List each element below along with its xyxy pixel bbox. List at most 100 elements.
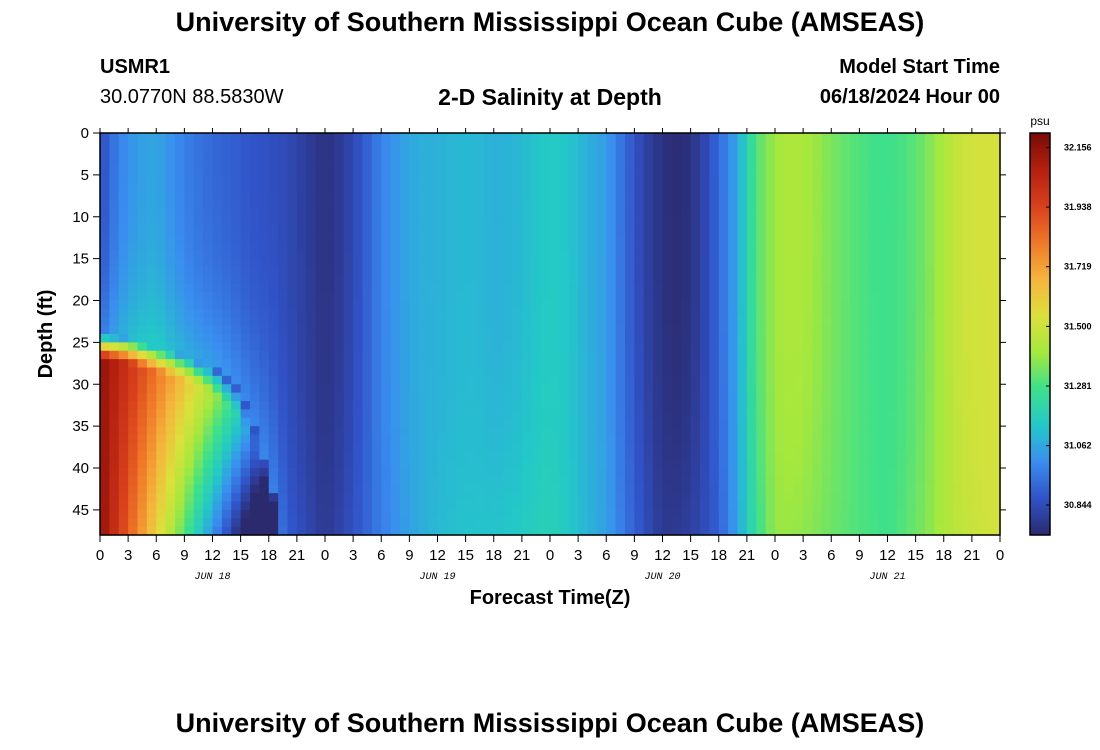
heatmap-cell [568,233,579,243]
heatmap-cell [568,359,579,369]
heatmap-cell [137,250,148,260]
heatmap-cell [943,375,954,385]
heatmap-cell [943,225,954,235]
heatmap-cell [503,434,514,444]
heatmap-cell [118,241,129,251]
heatmap-cell [653,158,664,168]
x-tick-label: 0 [321,547,329,564]
heatmap-cell [821,267,832,276]
heatmap-cell [212,183,223,193]
heatmap-cell [128,409,139,419]
heatmap-cell [156,359,167,369]
heatmap-cell [109,459,120,469]
heatmap-cell [634,149,645,159]
heatmap-cell [943,250,954,260]
heatmap-cell [615,208,626,218]
heatmap-cell [325,216,335,226]
heatmap-cell [306,526,317,536]
heatmap-cell [203,166,214,176]
heatmap-cell [334,493,345,503]
heatmap-cell [596,308,607,318]
heatmap-cell [325,233,335,243]
heatmap-cell [250,401,260,410]
heatmap-cell [428,158,439,168]
heatmap-cell [578,401,589,410]
heatmap-cell [287,158,298,168]
heatmap-cell [653,325,664,335]
heatmap-cell [165,216,176,226]
heatmap-cell [671,317,682,327]
heatmap-cell [765,283,776,293]
heatmap-cell [175,267,185,276]
heatmap-cell [896,258,907,268]
heatmap-cell [915,149,926,159]
heatmap-cell [578,334,589,343]
heatmap-cell [606,401,617,410]
heatmap-cell [268,501,279,511]
heatmap-cell [175,208,185,218]
heatmap-cell [109,174,120,184]
heatmap-cell [475,174,485,184]
heatmap-cell [137,442,148,452]
heatmap-cell [868,459,879,469]
heatmap-cell [559,384,570,394]
heatmap-cell [934,233,945,243]
heatmap-cell [718,283,729,293]
heatmap-cell [756,317,767,327]
heatmap-cell [662,166,673,176]
heatmap-cell [859,141,870,151]
heatmap-cell [915,392,926,402]
heatmap-cell [925,417,935,427]
heatmap-cell [503,200,514,209]
heatmap-cell [859,375,870,385]
heatmap-cell [953,149,964,159]
heatmap-cell [400,174,410,184]
heatmap-cell [165,200,176,209]
heatmap-cell [681,426,692,436]
heatmap-cell [540,342,551,352]
heatmap-cell [493,283,504,293]
heatmap-cell [746,501,757,511]
heatmap-cell [821,409,832,419]
heatmap-cell [971,258,982,268]
heatmap-cell [381,191,392,201]
heatmap-cell [409,426,420,436]
heatmap-cell [728,384,739,394]
heatmap-cell [793,191,804,201]
heatmap-cell [240,308,251,318]
heatmap-cell [953,334,964,343]
heatmap-cell [278,275,289,285]
heatmap-cell [962,141,973,151]
heatmap-cell [643,434,654,444]
heatmap-cell [746,183,757,193]
heatmap-cell [221,149,232,159]
heatmap-cell [615,526,626,536]
heatmap-cell [503,334,514,343]
heatmap-cell [859,392,870,402]
heatmap-cell [203,459,214,469]
heatmap-cell [671,158,682,168]
heatmap-cell [634,233,645,243]
heatmap-cell [831,191,842,201]
heatmap-cell [203,367,214,377]
heatmap-cell [662,233,673,243]
heatmap-cell [512,200,523,209]
heatmap-cell [193,334,204,343]
heatmap-cell [859,334,870,343]
heatmap-cell [240,275,251,285]
heatmap-cell [737,426,748,436]
heatmap-cell [428,308,439,318]
heatmap-cell [128,216,139,226]
heatmap-cell [784,267,795,276]
heatmap-cell [596,518,607,528]
heatmap-cell [690,208,701,218]
heatmap-cell [634,225,645,235]
heatmap-cell [550,200,560,209]
heatmap-cell [165,392,176,402]
heatmap-cell [896,133,907,142]
heatmap-cell [793,133,804,142]
heatmap-cell [240,451,251,461]
heatmap-cell [850,300,860,310]
heatmap-cell [568,275,579,285]
heatmap-cell [662,258,673,268]
